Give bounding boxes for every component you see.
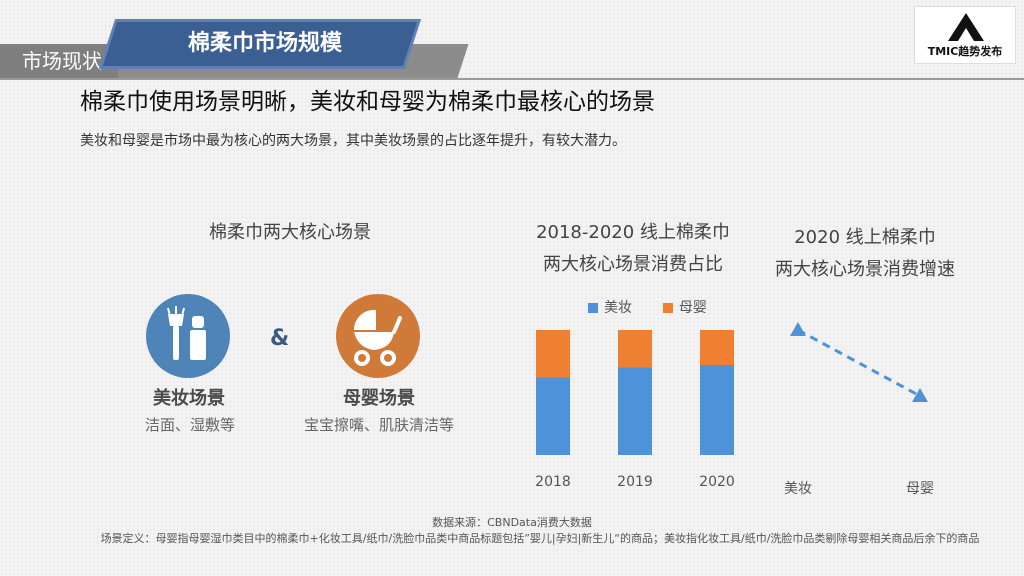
x-tick-label-2020: 2020 bbox=[699, 474, 735, 490]
beauty-scene-desc: 洁面、湿敷等 bbox=[144, 416, 235, 434]
share-chart-title-line1: 2018-2020 线上棉柔巾 bbox=[536, 222, 730, 243]
bar-2019-baby bbox=[618, 330, 652, 368]
section-tag: 市场现状 bbox=[0, 44, 118, 78]
growth-chart-title: 2020 线上棉柔巾 两大核心场景消费增速 bbox=[750, 222, 980, 286]
baby-stroller-icon bbox=[353, 309, 402, 366]
growth-chart-title-line2: 两大核心场景消费增速 bbox=[775, 259, 955, 280]
growth-line-chart bbox=[790, 322, 928, 402]
header-divider bbox=[0, 78, 1024, 80]
data-source: 数据来源：CBNData消费大数据 bbox=[432, 516, 592, 529]
growth-x-tick-baby: 母婴 bbox=[906, 481, 934, 497]
share-chart-title-line2: 两大核心场景消费占比 bbox=[543, 254, 723, 275]
ampersand: & bbox=[270, 326, 290, 351]
growth-trend-line bbox=[797, 328, 921, 398]
legend-label-beauty: 美妆 bbox=[604, 300, 632, 316]
baby-scene-label: 母婴场景 bbox=[343, 388, 415, 409]
makeup-brush-icon bbox=[167, 306, 206, 360]
growth-point-beauty bbox=[790, 322, 806, 336]
subtext: 美妆和母婴是市场中最为核心的两大场景，其中美妆场景的占比逐年提升，有较大潜力。 bbox=[80, 133, 626, 149]
bar-2019-beauty bbox=[618, 367, 652, 455]
panel-left-title: 棉柔巾两大核心场景 bbox=[209, 222, 371, 243]
legend-label-baby: 母婴 bbox=[678, 300, 707, 316]
beauty-scene-label: 美妆场景 bbox=[153, 388, 225, 409]
beauty-scene-circle bbox=[146, 294, 230, 378]
page-title: 棉柔巾市场规模 bbox=[187, 31, 342, 56]
bar-2020-baby bbox=[700, 330, 734, 365]
x-tick-label-2019: 2019 bbox=[617, 474, 653, 490]
headline: 棉柔巾使用场景明晰，美妆和母婴为棉柔巾最核心的场景 bbox=[80, 89, 655, 115]
baby-scene-desc: 宝宝擦嘴、肌肤清洁等 bbox=[303, 416, 454, 434]
bar-2018-beauty bbox=[536, 377, 570, 455]
share-stacked-bar-chart bbox=[536, 330, 734, 455]
bar-2020-beauty bbox=[700, 365, 734, 455]
tmic-logo: TMIC趋势发布 bbox=[914, 6, 1016, 64]
share-chart-title: 2018-2020 线上棉柔巾 两大核心场景消费占比 bbox=[508, 217, 758, 281]
x-tick-label-2018: 2018 bbox=[535, 474, 571, 490]
growth-chart-title-line1: 2020 线上棉柔巾 bbox=[794, 227, 936, 248]
growth-x-tick-beauty: 美妆 bbox=[784, 481, 812, 497]
legend-swatch-beauty bbox=[588, 303, 598, 313]
bar-2018-baby bbox=[536, 330, 570, 378]
legend-swatch-baby bbox=[662, 303, 673, 313]
scene-definition: 场景定义：母婴指母婴湿巾类目中的棉柔巾+化妆工具/纸巾/洗脸巾品类中商品标题包括… bbox=[100, 532, 980, 545]
baby-scene-circle bbox=[336, 294, 420, 378]
tmic-logo-icon bbox=[948, 13, 984, 41]
growth-point-baby bbox=[912, 388, 928, 402]
logo-text: TMIC趋势发布 bbox=[927, 45, 1003, 58]
share-chart-legend: 美妆 母婴 bbox=[588, 297, 707, 317]
